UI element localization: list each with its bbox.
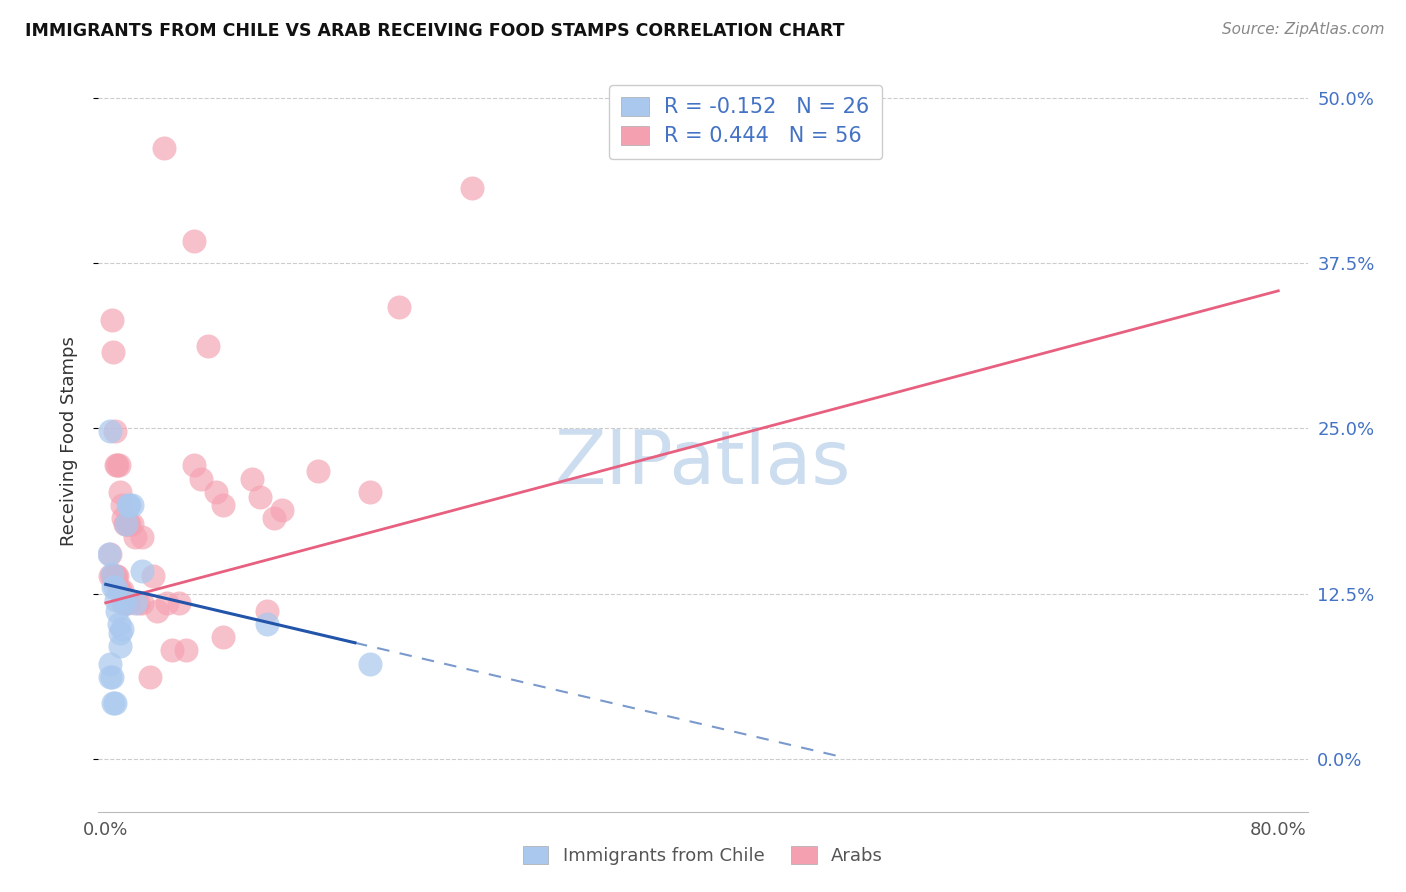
Point bbox=[117, 516, 139, 531]
Point bbox=[98, 569, 121, 583]
Point bbox=[142, 569, 165, 583]
Point bbox=[100, 569, 122, 583]
Point bbox=[103, 696, 125, 710]
Point bbox=[114, 596, 136, 610]
Point bbox=[307, 464, 329, 478]
Point bbox=[101, 569, 124, 583]
Point bbox=[263, 511, 285, 525]
Point bbox=[114, 596, 136, 610]
Point bbox=[110, 484, 132, 499]
Point bbox=[270, 503, 292, 517]
Point bbox=[107, 458, 129, 473]
Point bbox=[100, 313, 122, 327]
Point bbox=[110, 640, 132, 654]
Point bbox=[256, 617, 278, 632]
Point bbox=[101, 344, 124, 359]
Point bbox=[124, 530, 146, 544]
Point bbox=[111, 622, 134, 636]
Point bbox=[121, 498, 143, 512]
Point bbox=[112, 591, 135, 605]
Point bbox=[100, 670, 122, 684]
Point bbox=[118, 498, 141, 512]
Point bbox=[103, 580, 125, 594]
Point bbox=[103, 424, 125, 438]
Point bbox=[101, 580, 124, 594]
Point bbox=[461, 180, 484, 194]
Point bbox=[249, 490, 271, 504]
Point bbox=[118, 516, 141, 531]
Point bbox=[97, 547, 120, 561]
Point bbox=[124, 596, 146, 610]
Point bbox=[105, 593, 128, 607]
Point bbox=[114, 516, 136, 531]
Point bbox=[359, 657, 381, 671]
Point bbox=[131, 530, 153, 544]
Point bbox=[359, 484, 381, 499]
Point bbox=[101, 696, 124, 710]
Point bbox=[146, 604, 169, 618]
Point bbox=[121, 516, 143, 531]
Point bbox=[138, 670, 160, 684]
Point bbox=[110, 626, 132, 640]
Point bbox=[111, 582, 134, 597]
Point bbox=[98, 424, 121, 438]
Legend: Immigrants from Chile, Arabs: Immigrants from Chile, Arabs bbox=[515, 838, 891, 874]
Point bbox=[108, 582, 131, 597]
Text: ZIPatlas: ZIPatlas bbox=[555, 427, 851, 500]
Point bbox=[131, 596, 153, 610]
Point bbox=[160, 643, 183, 657]
Point bbox=[98, 670, 121, 684]
Point bbox=[105, 569, 128, 583]
Point bbox=[176, 643, 198, 657]
Point bbox=[115, 596, 138, 610]
Point bbox=[204, 484, 226, 499]
Point bbox=[388, 300, 411, 314]
Point bbox=[105, 458, 128, 473]
Point bbox=[100, 566, 122, 581]
Point bbox=[107, 569, 129, 583]
Point bbox=[115, 516, 138, 531]
Point bbox=[108, 458, 131, 473]
Point bbox=[240, 472, 263, 486]
Point bbox=[112, 596, 135, 610]
Point bbox=[98, 547, 121, 561]
Point bbox=[127, 596, 149, 610]
Point bbox=[117, 596, 139, 610]
Point bbox=[112, 511, 135, 525]
Text: Source: ZipAtlas.com: Source: ZipAtlas.com bbox=[1222, 22, 1385, 37]
Point bbox=[103, 569, 125, 583]
Point bbox=[117, 498, 139, 512]
Point bbox=[156, 596, 179, 610]
Point bbox=[98, 657, 121, 671]
Point bbox=[197, 339, 219, 353]
Point bbox=[153, 141, 176, 155]
Point bbox=[190, 472, 212, 486]
Point bbox=[108, 617, 131, 632]
Point bbox=[110, 582, 132, 597]
Point bbox=[131, 564, 153, 578]
Point bbox=[256, 604, 278, 618]
Point bbox=[183, 458, 205, 473]
Point bbox=[167, 596, 190, 610]
Point bbox=[115, 516, 138, 531]
Point bbox=[107, 604, 129, 618]
Text: IMMIGRANTS FROM CHILE VS ARAB RECEIVING FOOD STAMPS CORRELATION CHART: IMMIGRANTS FROM CHILE VS ARAB RECEIVING … bbox=[25, 22, 845, 40]
Legend: R = -0.152   N = 26, R = 0.444   N = 56: R = -0.152 N = 26, R = 0.444 N = 56 bbox=[609, 85, 882, 159]
Y-axis label: Receiving Food Stamps: Receiving Food Stamps bbox=[59, 336, 77, 547]
Point bbox=[183, 234, 205, 248]
Point bbox=[111, 498, 134, 512]
Point bbox=[212, 498, 235, 512]
Point bbox=[212, 630, 235, 644]
